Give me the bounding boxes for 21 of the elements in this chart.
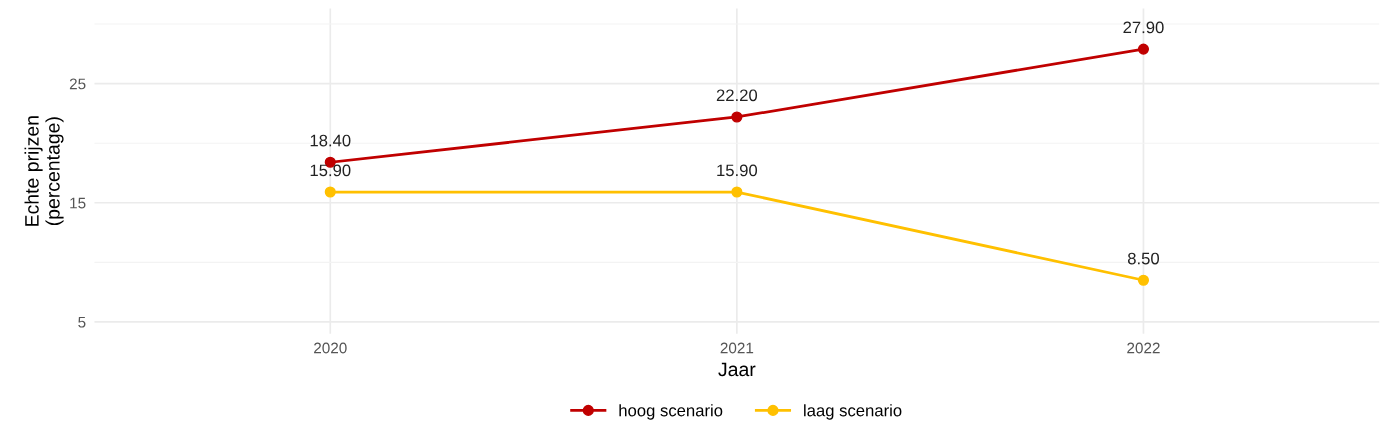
point — [1137, 43, 1150, 55]
y-tick-label: 5 — [78, 316, 86, 328]
data-label: 15.90 — [310, 164, 351, 177]
legend-label: hoog scenario — [619, 404, 723, 420]
point — [731, 111, 743, 123]
point — [324, 186, 336, 198]
data-label: 15.90 — [717, 164, 758, 177]
y-tick-label: 15 — [70, 197, 86, 209]
x-axis-title: Jaar — [718, 362, 756, 377]
y-axis-title: Echte prijzen (percentage) — [24, 116, 64, 226]
point — [1137, 274, 1150, 286]
x-tick-label: 2020 — [314, 342, 347, 354]
y-tick-label: 25 — [69, 78, 86, 90]
x-tick-label: 2022 — [1127, 342, 1160, 354]
legend-label: laag scenario — [804, 404, 902, 420]
data-label: 8.50 — [1127, 252, 1160, 265]
data-label: 27.90 — [1123, 21, 1164, 34]
data-label: 18.40 — [310, 134, 351, 147]
data-label: 22.20 — [716, 89, 758, 102]
point — [731, 186, 743, 198]
x-tick-label: 2021 — [720, 342, 754, 354]
